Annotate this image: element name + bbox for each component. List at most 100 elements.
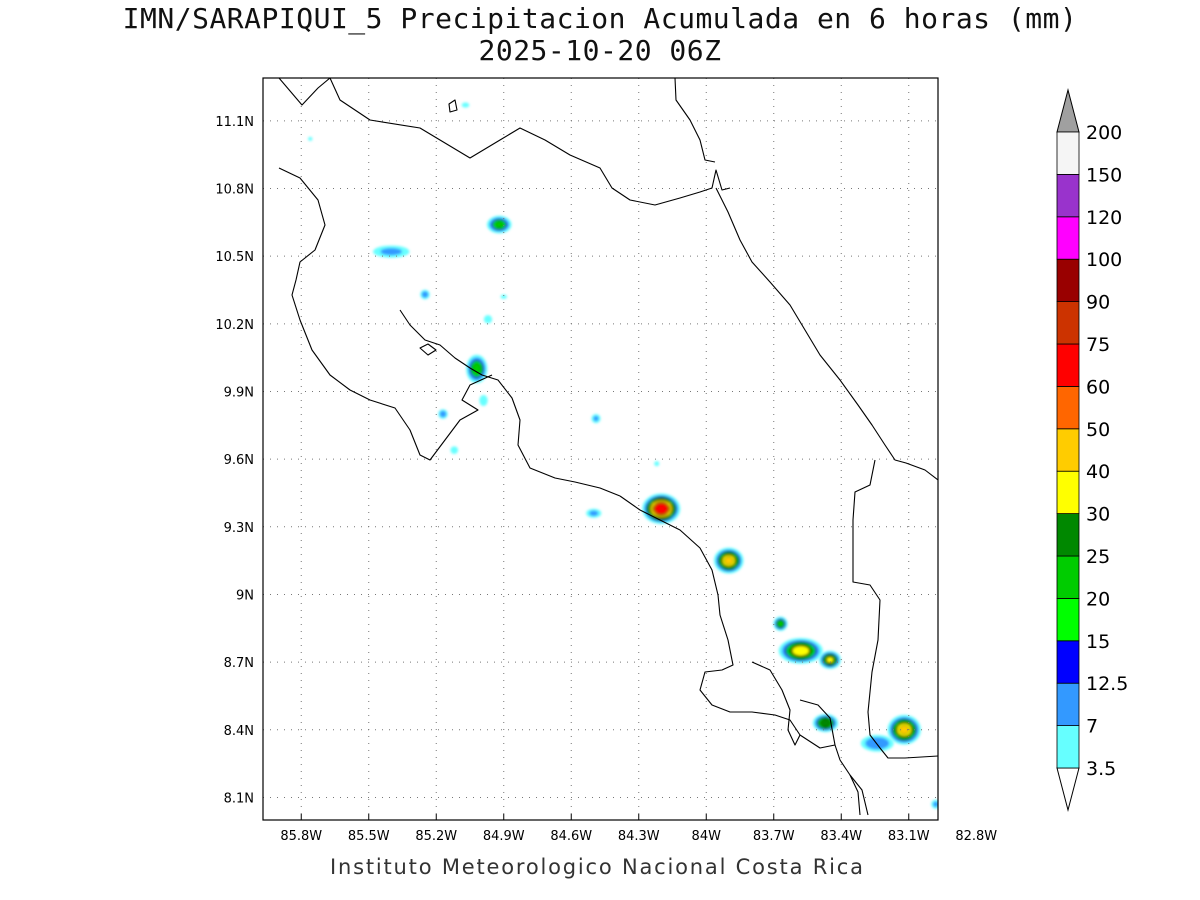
precip-cell [642,493,681,525]
coastlines-and-borders [278,78,938,816]
lon-tick-label: 85.2W [415,829,457,844]
colorbar-label: 90 [1086,292,1110,314]
precip-cell [931,799,938,809]
lat-tick-label: 8.7N [224,656,254,671]
panama-border-south [867,711,938,759]
colorbar-segment [1056,258,1080,303]
precip-cell [591,413,601,424]
osa-peninsula [751,661,801,746]
colorbar-label: 150 [1086,164,1122,186]
lon-tick-label: 84.3W [618,829,660,844]
lat-tick-label: 10.8N [215,183,254,198]
precip-cell [308,136,313,141]
latitude-axis-labels: 11.1N 10.8N 10.5N 10.2N 9.9N 9.6N 9.3N 9N 8.7N 8.… [215,115,254,807]
longitude-axis-labels: 85.8W 85.5W 85.2W 84.9W 84.6W 84.3W 84W 83.7W 83… [280,829,997,844]
colorbar: 3.5 7 12.5 15 20 25 30 40 50 60 75 90 100 120 150 200 [1056,88,1128,812]
colorbar-label: 120 [1086,207,1122,229]
colorbar-label: 40 [1086,461,1110,483]
colorbar-label: 30 [1086,504,1110,526]
panama-border-north [852,459,881,713]
pacific-coast-north [278,167,493,461]
colorbar-segment [1056,173,1080,218]
lon-tick-label: 83.1W [888,829,930,844]
colorbar-label: 60 [1086,376,1110,398]
colorbar-segment [1056,385,1080,430]
lat-tick-label: 10.2N [215,318,254,333]
nicoya-gulf-coast [399,309,621,497]
precip-cell [654,461,660,467]
precip-cell [812,713,839,733]
precip-cell [713,547,744,574]
colorbar-under-arrow [1056,767,1080,812]
precip-cell [450,446,459,454]
lake-island [448,99,458,113]
caribbean-coast [715,187,938,481]
precipitation-field [308,102,938,809]
lat-lon-gridlines [263,78,938,820]
nicaragua-border [278,78,331,106]
colorbar-label: 75 [1086,334,1110,356]
burica-point [849,774,869,816]
colorbar-segment [1056,513,1080,557]
golfito-coast [799,699,836,746]
precip-cell [479,394,488,407]
precip-cell [500,294,507,299]
colorbar-segment [1056,725,1080,769]
lat-tick-label: 9.6N [224,453,254,468]
lat-tick-label: 10.5N [215,250,254,265]
precip-cell [773,616,788,631]
lat-tick-label: 8.1N [224,791,254,806]
colorbar-segment [1056,301,1080,345]
colorbar-segment [1056,598,1080,642]
precip-cell [438,409,448,419]
precip-cell [420,289,430,300]
colorbar-segment [1056,640,1080,684]
lat-tick-label: 8.4N [224,724,254,739]
lat-tick-label: 11.1N [215,115,254,130]
lake-nicaragua-shore [329,78,731,206]
map-title: IMN/SARAPIQUI_5 Precipitacion Acumulada … [122,2,1078,35]
colorbar-segment [1056,555,1080,599]
colorbar-segment [1056,343,1080,387]
nicaragua-caribbean-coast [674,78,716,163]
lon-tick-label: 84.6W [550,829,592,844]
colorbar-segment [1056,131,1080,175]
precip-cell [860,735,894,752]
lon-tick-label: 83.7W [753,829,795,844]
colorbar-label: 15 [1086,631,1110,653]
lat-tick-label: 9N [236,588,254,603]
lon-tick-label: 84.9W [483,829,525,844]
lon-tick-label: 85.8W [280,829,322,844]
precip-cell [778,637,823,664]
colorbar-over-arrow [1056,88,1080,133]
precip-cell [819,650,841,669]
colorbar-label: 100 [1086,249,1122,271]
colorbar-segment [1056,470,1080,515]
precip-cell [483,315,493,324]
colorbar-label: 7 [1086,716,1098,738]
lat-tick-label: 9.3N [224,521,254,536]
map-subtitle: 2025-10-20 06Z [478,34,722,67]
precip-cell [461,102,470,108]
footer-credit: Instituto Meteorologico Nacional Costa R… [330,855,865,879]
lon-tick-label: 82.8W [955,829,997,844]
precip-cell [486,215,512,234]
map-frame [262,77,939,821]
colorbar-label: 12.5 [1086,673,1128,695]
colorbar-segment [1056,216,1080,260]
colorbar-label: 200 [1086,122,1122,144]
lat-tick-label: 9.9N [224,385,254,400]
lon-tick-label: 83.4W [820,829,862,844]
precip-cell [586,508,602,518]
nicoya-island [419,343,437,356]
colorbar-segment [1056,428,1080,472]
colorbar-label: 20 [1086,588,1110,610]
colorbar-segment [1056,682,1080,727]
precip-cell [887,714,921,745]
lon-tick-label: 84W [692,829,722,844]
colorbar-label: 25 [1086,546,1110,568]
lon-tick-label: 85.5W [348,829,390,844]
colorbar-label: 50 [1086,419,1110,441]
precip-cell [373,245,410,258]
